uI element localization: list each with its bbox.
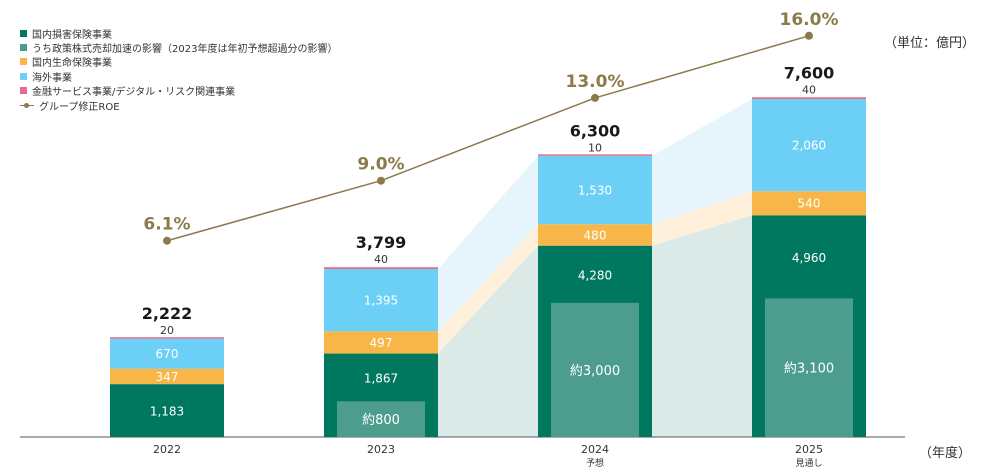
- tick-label: 2025: [795, 443, 823, 456]
- tick-label: 2023: [367, 443, 395, 456]
- tick-label: 2024: [581, 443, 609, 456]
- bar-segment: [538, 224, 652, 246]
- legend-label: 国内生命保険事業: [32, 58, 112, 70]
- legend-swatch: [20, 58, 27, 66]
- value-label: 4,960: [792, 251, 826, 265]
- roe-label: 9.0%: [357, 155, 404, 175]
- value-label: 10: [588, 141, 602, 154]
- connector-band: [652, 215, 752, 437]
- roe-line: [166, 35, 810, 242]
- value-label: 4,280: [578, 268, 612, 282]
- roe-point: [377, 176, 385, 185]
- bar-segment: [110, 337, 224, 339]
- legend-label: 国内損害保険事業: [32, 29, 112, 41]
- bar-segment: [110, 384, 224, 437]
- roe-label: 13.0%: [566, 72, 625, 92]
- legend-item: 金融サービス事業/デジタル・リスク関連事業: [20, 84, 337, 98]
- value-label: 540: [798, 197, 821, 211]
- bar-segment: [752, 97, 866, 100]
- legend-item: 国内損害保険事業: [20, 26, 337, 41]
- bar-segment: [538, 154, 652, 156]
- connector-band: [438, 155, 538, 332]
- roe-point: [805, 31, 813, 40]
- value-label: 347: [156, 370, 179, 384]
- total-label: 3,799: [356, 233, 407, 252]
- roe-label: 16.0%: [780, 10, 839, 30]
- total-label: 7,600: [784, 63, 835, 82]
- legend-label: 金融サービス事業/デジタル・リスク関連事業: [32, 87, 236, 99]
- legend-line-marker: [20, 102, 34, 109]
- legend-label: グループ修正ROE: [39, 101, 120, 113]
- bar-segment: [110, 368, 224, 385]
- inner-bar-label: 約800: [362, 413, 400, 428]
- value-label: 1,395: [364, 294, 398, 308]
- legend-swatch: [20, 29, 27, 37]
- connector-band: [438, 245, 538, 437]
- legend-label: 海外事業: [32, 72, 72, 84]
- legend-item: グループ修正ROE: [20, 98, 337, 113]
- tick-label: 2022: [153, 443, 181, 456]
- legend-item: 国内生命保険事業: [20, 55, 337, 69]
- inner-bar: [765, 298, 853, 437]
- legend-item: うち政策株式売却加速の影響（2023年度は年初予想超過分の影響）: [20, 40, 338, 56]
- total-label: 2,222: [142, 304, 193, 323]
- roe-point: [591, 93, 599, 102]
- value-label: 20: [160, 324, 174, 337]
- inner-bar: [551, 302, 639, 437]
- connector-band: [652, 99, 752, 225]
- unit-label: （単位：億円）: [884, 36, 976, 51]
- bar-segment: [752, 191, 866, 216]
- bar-segment: [538, 155, 652, 225]
- legend-item: 海外事業: [20, 69, 337, 84]
- connector-band: [652, 191, 752, 246]
- roe-label: 6.1%: [143, 215, 190, 235]
- tick-sublabel: 予想: [586, 457, 604, 469]
- chart-legend: 国内損害保険事業うち政策株式売却加速の影響（2023年度は年初予想超過分の影響）…: [20, 26, 338, 113]
- tick-sublabel: 見通し: [795, 458, 822, 469]
- bar-segment: [324, 268, 438, 332]
- bar-segment: [752, 99, 866, 192]
- value-label: 670: [156, 347, 179, 361]
- x-unit-label: （年度）: [919, 446, 972, 461]
- legend-swatch: [20, 72, 27, 80]
- bar-segment: [324, 267, 438, 269]
- total-label: 6,300: [570, 121, 621, 140]
- value-label: 480: [584, 228, 607, 242]
- value-label: 40: [802, 83, 816, 96]
- value-label: 40: [374, 253, 388, 266]
- inner-bar: [337, 401, 425, 437]
- connector-band: [438, 224, 538, 354]
- roe-point: [163, 236, 171, 245]
- bar-segment: [110, 338, 224, 369]
- value-label: 1,530: [578, 184, 612, 198]
- value-label: 1,183: [150, 405, 184, 419]
- value-label: 1,867: [364, 371, 398, 385]
- inner-bar-label: 約3,100: [784, 362, 834, 377]
- inner-bar-label: 約3,000: [570, 364, 620, 379]
- legend-swatch: [20, 87, 27, 95]
- legend-label: うち政策株式売却加速の影響（2023年度は年初予想超過分の影響）: [32, 44, 338, 56]
- legend-swatch: [20, 44, 27, 52]
- value-label: 497: [370, 336, 393, 350]
- value-label: 2,060: [792, 139, 826, 153]
- bar-segment: [324, 331, 438, 354]
